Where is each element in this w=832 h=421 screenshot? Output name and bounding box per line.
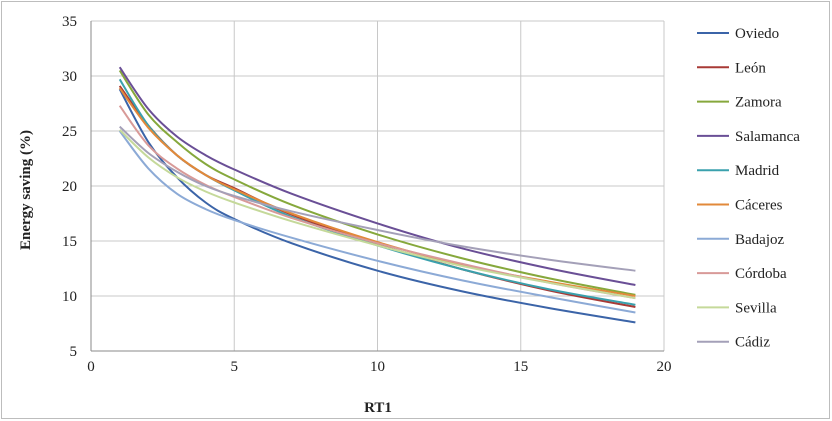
legend-label: León xyxy=(735,60,766,76)
legend-label: Cáceres xyxy=(735,198,783,214)
legend-label: Cádiz xyxy=(735,335,770,351)
legend-label: Salamanca xyxy=(735,129,800,145)
legend-item: Cádiz xyxy=(697,335,770,351)
series-line xyxy=(118,66,636,286)
x-tick-label: 20 xyxy=(657,359,672,375)
y-tick-label: 25 xyxy=(62,124,77,140)
legend-item: Sevilla xyxy=(697,300,777,316)
legend-item: León xyxy=(697,60,766,76)
y-tick-label: 20 xyxy=(62,179,77,195)
legend-label: Córdoba xyxy=(735,266,787,282)
series-line xyxy=(118,130,636,314)
y-tick-label: 35 xyxy=(62,14,77,30)
x-tick-label: 10 xyxy=(370,359,385,375)
series-lines xyxy=(118,66,636,324)
y-axis-title: Energy saving (%) xyxy=(18,130,34,250)
y-tick-label: 15 xyxy=(62,234,77,250)
y-tick-label: 10 xyxy=(62,289,77,305)
axes xyxy=(90,21,664,352)
x-tick-label: 15 xyxy=(513,359,528,375)
x-tick-labels: 0 5 10 15 20 xyxy=(87,359,671,375)
legend-item: Salamanca xyxy=(697,129,800,145)
legend-label: Sevilla xyxy=(735,300,777,316)
x-tick-label: 0 xyxy=(87,359,95,375)
y-tick-labels: 5 10 15 20 25 30 35 xyxy=(62,14,77,360)
legend-label: Badajoz xyxy=(735,232,784,248)
series-line xyxy=(118,69,636,296)
legend-item: Badajoz xyxy=(697,232,784,248)
series-line xyxy=(119,125,636,272)
legend-item: Zamora xyxy=(697,95,782,111)
legend-item: Madrid xyxy=(697,163,780,179)
legend: Oviedo León Zamora Salamanca Madrid Cáceres Ba… xyxy=(697,26,800,351)
legend-label: Zamora xyxy=(735,95,782,111)
legend-label: Oviedo xyxy=(735,26,779,42)
series-line xyxy=(119,129,636,300)
y-tick-label: 30 xyxy=(62,69,77,85)
x-axis-title: RT1 xyxy=(364,400,392,416)
legend-label: Madrid xyxy=(735,163,780,179)
y-tick-label: 5 xyxy=(70,344,78,360)
legend-item: Córdoba xyxy=(697,266,787,282)
legend-item: Cáceres xyxy=(697,198,783,214)
legend-item: Oviedo xyxy=(697,26,779,42)
x-tick-label: 5 xyxy=(231,359,239,375)
